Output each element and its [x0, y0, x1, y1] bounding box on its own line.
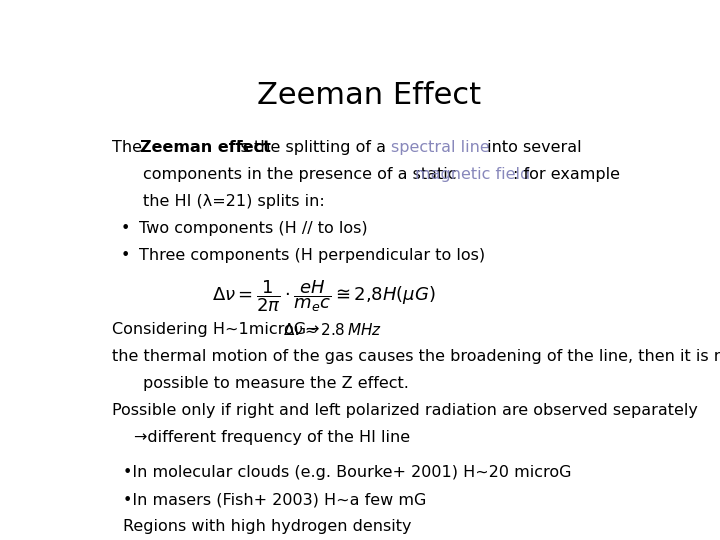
- Text: $\Delta\nu \approx 2.8\,MHz$: $\Delta\nu \approx 2.8\,MHz$: [282, 322, 382, 338]
- Text: •: •: [121, 221, 130, 236]
- Text: Considering H~1microG→: Considering H~1microG→: [112, 322, 330, 337]
- Text: into several: into several: [482, 140, 582, 154]
- Text: →different frequency of the HI line: →different frequency of the HI line: [133, 430, 410, 445]
- Text: spectral line: spectral line: [392, 140, 490, 154]
- Text: : for example: : for example: [513, 167, 620, 181]
- Text: Two components (H // to los): Two components (H // to los): [139, 221, 368, 236]
- Text: the HI (λ=21) splits in:: the HI (λ=21) splits in:: [143, 194, 325, 208]
- Text: $\Delta\nu = \dfrac{1}{2\pi} \cdot \dfrac{eH}{m_e c} \cong 2{,}8H(\mu G)$: $\Delta\nu = \dfrac{1}{2\pi} \cdot \dfra…: [212, 279, 436, 314]
- Text: Zeeman Effect: Zeeman Effect: [257, 82, 481, 111]
- Text: •In molecular clouds (e.g. Bourke+ 2001) H~20 microG: •In molecular clouds (e.g. Bourke+ 2001)…: [124, 465, 572, 480]
- Text: Zeeman effect: Zeeman effect: [140, 140, 271, 154]
- Text: Regions with high hydrogen density: Regions with high hydrogen density: [124, 519, 412, 535]
- Text: the thermal motion of the gas causes the broadening of the line, then it is not: the thermal motion of the gas causes the…: [112, 349, 720, 364]
- Text: Three components (H perpendicular to los): Three components (H perpendicular to los…: [139, 248, 485, 263]
- Text: components in the presence of a static: components in the presence of a static: [143, 167, 462, 181]
- Text: •In masers (Fish+ 2003) H~a few mG: •In masers (Fish+ 2003) H~a few mG: [124, 492, 427, 508]
- Text: The: The: [112, 140, 148, 154]
- Text: •: •: [121, 248, 130, 263]
- Text: Possible only if right and left polarized radiation are observed separately: Possible only if right and left polarize…: [112, 403, 698, 418]
- Text: magnetic field: magnetic field: [415, 167, 531, 181]
- Text: is the splitting of a: is the splitting of a: [231, 140, 391, 154]
- Text: possible to measure the Z effect.: possible to measure the Z effect.: [143, 376, 409, 391]
